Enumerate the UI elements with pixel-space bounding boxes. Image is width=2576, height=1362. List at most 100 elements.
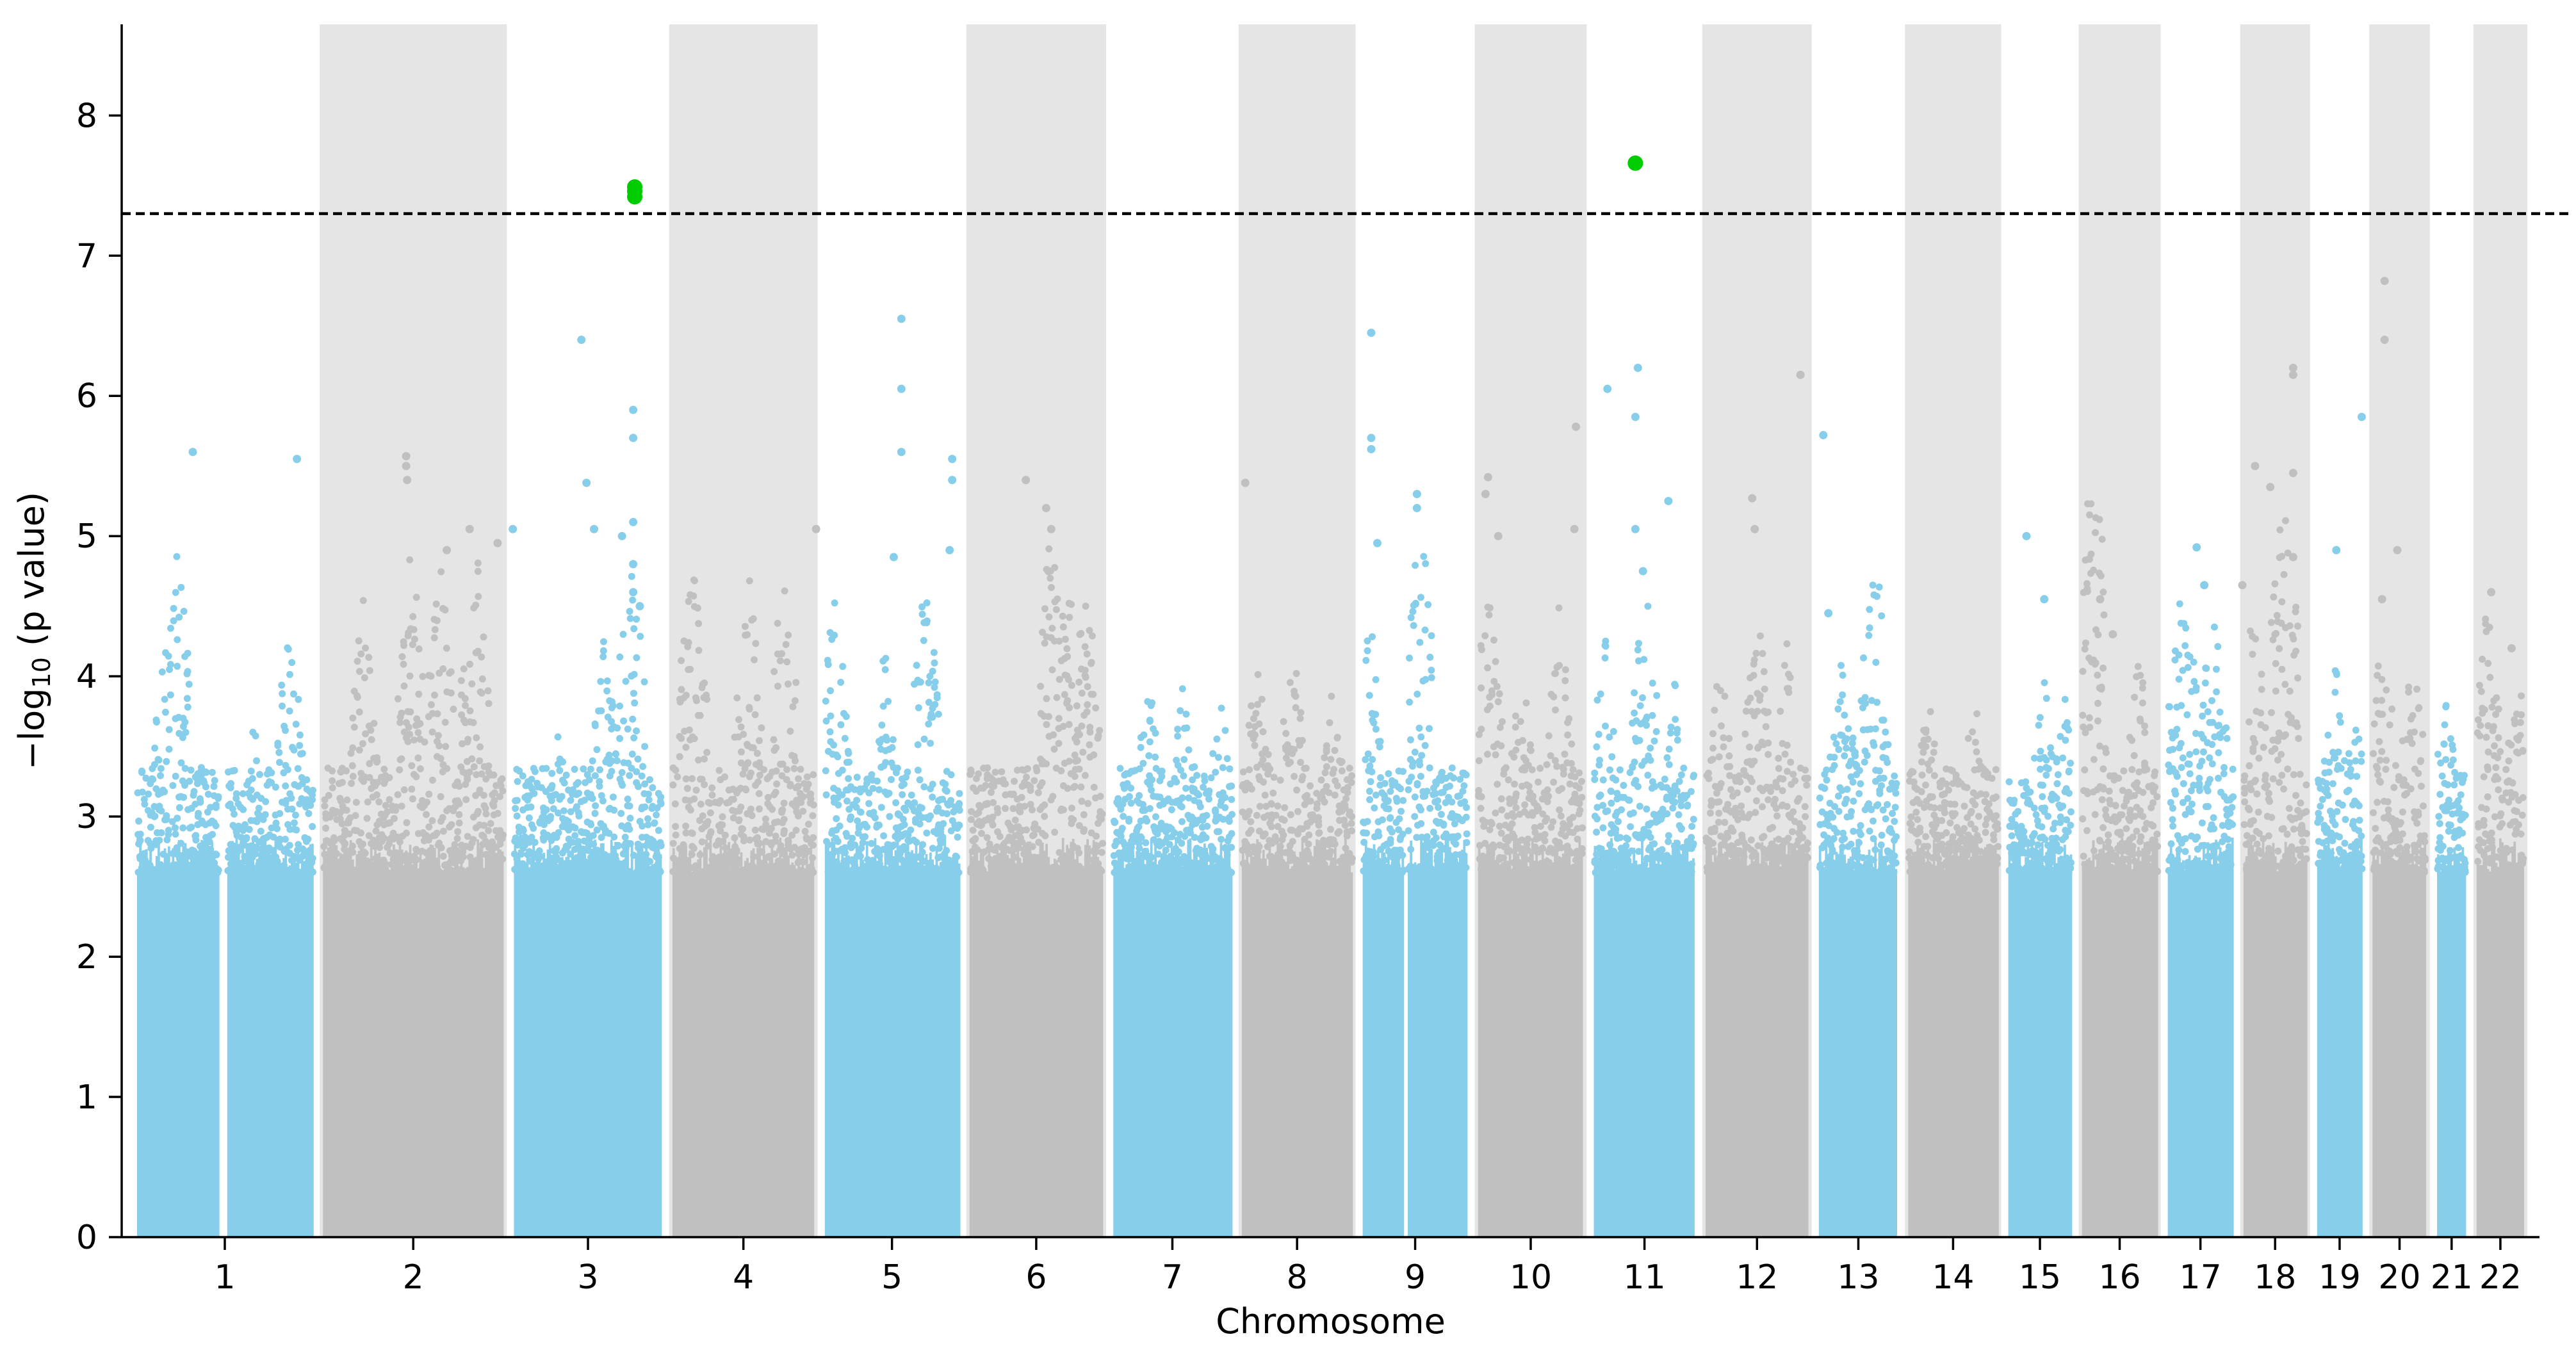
outlier-point xyxy=(577,336,586,345)
y-axis-label-subscript: 10 xyxy=(28,657,56,688)
outlier-point xyxy=(2096,595,2105,604)
outlier-point xyxy=(590,524,599,533)
x-tick-label-17: 17 xyxy=(2180,1258,2222,1297)
chromosome-points-7 xyxy=(1110,685,1236,1237)
chromosome-dots-6 xyxy=(966,545,1107,877)
outlier-point xyxy=(629,588,638,597)
outlier-point xyxy=(2108,629,2117,638)
outlier-point xyxy=(1022,476,1031,485)
x-tick-label-14: 14 xyxy=(1932,1258,1974,1297)
chromosome-points-13 xyxy=(1816,581,1900,1237)
chromosome-points-2 xyxy=(320,556,507,1237)
chromosome-dots-21 xyxy=(2434,702,2469,876)
y-tick-label: 2 xyxy=(76,938,97,977)
chromosome-base-1 xyxy=(137,838,314,1237)
x-tick-label-12: 12 xyxy=(1736,1258,1778,1297)
outlier-point xyxy=(1041,503,1050,512)
chromosome-base-9 xyxy=(1362,839,1468,1237)
x-tick-label-9: 9 xyxy=(1405,1258,1426,1297)
outlier-point xyxy=(1412,490,1421,499)
outlier-points xyxy=(188,277,2516,653)
chromosome-dots-4 xyxy=(669,576,817,877)
outlier-point xyxy=(2507,644,2516,653)
outlier-point xyxy=(1367,434,1376,442)
outlier-point xyxy=(629,405,638,414)
x-tick-label-7: 7 xyxy=(1162,1258,1183,1297)
chromosome-points-17 xyxy=(2165,600,2237,1237)
chromosome-base-21 xyxy=(2437,847,2466,1237)
chromosome-dots-14 xyxy=(1905,708,2002,877)
outlier-point xyxy=(2288,553,2297,562)
chromosome-base-3 xyxy=(514,839,662,1237)
outlier-point xyxy=(1631,412,1640,421)
chromosome-base-13 xyxy=(1818,838,1897,1237)
chromosome-dots-7 xyxy=(1110,685,1236,877)
y-axis-label-suffix: (p value) xyxy=(12,492,52,657)
chromosome-points-18 xyxy=(2240,517,2310,1237)
outlier-point xyxy=(948,476,957,485)
chromosome-points-12 xyxy=(1702,632,1812,1237)
chromosome-base-20 xyxy=(2372,844,2427,1237)
y-tick-label: 5 xyxy=(76,517,97,556)
outlier-point xyxy=(2332,546,2341,555)
outlier-point xyxy=(1047,524,1056,533)
chromosome-dots-5 xyxy=(822,599,963,877)
chromosome-base-6 xyxy=(969,838,1104,1237)
outlier-point xyxy=(2377,595,2386,604)
outlier-point xyxy=(629,560,638,569)
outlier-point xyxy=(1481,490,1490,499)
outlier-point xyxy=(443,546,452,555)
x-tick-label-13: 13 xyxy=(1837,1258,1879,1297)
outlier-point xyxy=(2380,277,2389,286)
chromosome-points-19 xyxy=(2314,667,2366,1237)
outlier-point xyxy=(2288,370,2297,379)
chromosome-dots-17 xyxy=(2165,600,2237,876)
outlier-point xyxy=(948,455,957,464)
x-tick-label-4: 4 xyxy=(733,1258,754,1297)
chromosome-dots-12 xyxy=(1702,632,1812,877)
chromosome-points-15 xyxy=(2005,679,2075,1237)
x-tick-label-18: 18 xyxy=(2254,1258,2296,1297)
y-tick-label: 4 xyxy=(76,658,97,696)
chromosome-points-20 xyxy=(2370,662,2429,1237)
chromosome-base-16 xyxy=(2082,838,2158,1237)
x-tick-label-15: 15 xyxy=(2019,1258,2061,1297)
x-tick-label-16: 16 xyxy=(2098,1258,2140,1297)
outlier-point xyxy=(1748,494,1757,503)
outlier-point xyxy=(811,524,820,533)
outlier-point xyxy=(1638,567,1647,576)
outlier-point xyxy=(1819,431,1828,440)
chromosome-dots-3 xyxy=(510,572,665,877)
chromosome-base-19 xyxy=(2317,838,2363,1237)
outlier-point xyxy=(1570,524,1579,533)
y-tick-label: 0 xyxy=(76,1219,97,1257)
chromosome-dots-8 xyxy=(1239,670,1356,877)
outlier-point xyxy=(889,553,898,562)
chromosome-dots-2 xyxy=(320,556,507,877)
chromosome-points-11 xyxy=(1591,603,1698,1237)
outlier-point xyxy=(402,462,411,471)
x-tick-label-6: 6 xyxy=(1025,1258,1047,1297)
outlier-point xyxy=(2357,412,2366,421)
outlier-point xyxy=(2040,595,2049,604)
outlier-point xyxy=(188,448,197,457)
outlier-point xyxy=(897,384,906,393)
chromosome-base-14 xyxy=(1908,838,1999,1237)
outlier-point xyxy=(1572,422,1581,431)
chromosome-points-1 xyxy=(134,553,317,1237)
outlier-point xyxy=(493,539,502,547)
chromosome-dots-18 xyxy=(2240,517,2310,876)
x-tick-label-8: 8 xyxy=(1287,1258,1308,1297)
y-axis-label-prefix: −log xyxy=(12,688,52,770)
outlier-point xyxy=(465,524,474,533)
snp-points xyxy=(134,500,2527,1237)
outlier-point xyxy=(2288,469,2297,478)
outlier-point xyxy=(1633,363,1642,372)
outlier-point xyxy=(945,546,954,555)
chromosome-base-18 xyxy=(2243,838,2308,1237)
y-axis-ticks: 0 1 2 3 4 5 6 7 8 xyxy=(76,97,122,1257)
outlier-point xyxy=(1631,524,1640,533)
chromosome-dots-20 xyxy=(2370,662,2429,877)
significant-point xyxy=(1627,155,1643,171)
outlier-point xyxy=(403,476,412,485)
